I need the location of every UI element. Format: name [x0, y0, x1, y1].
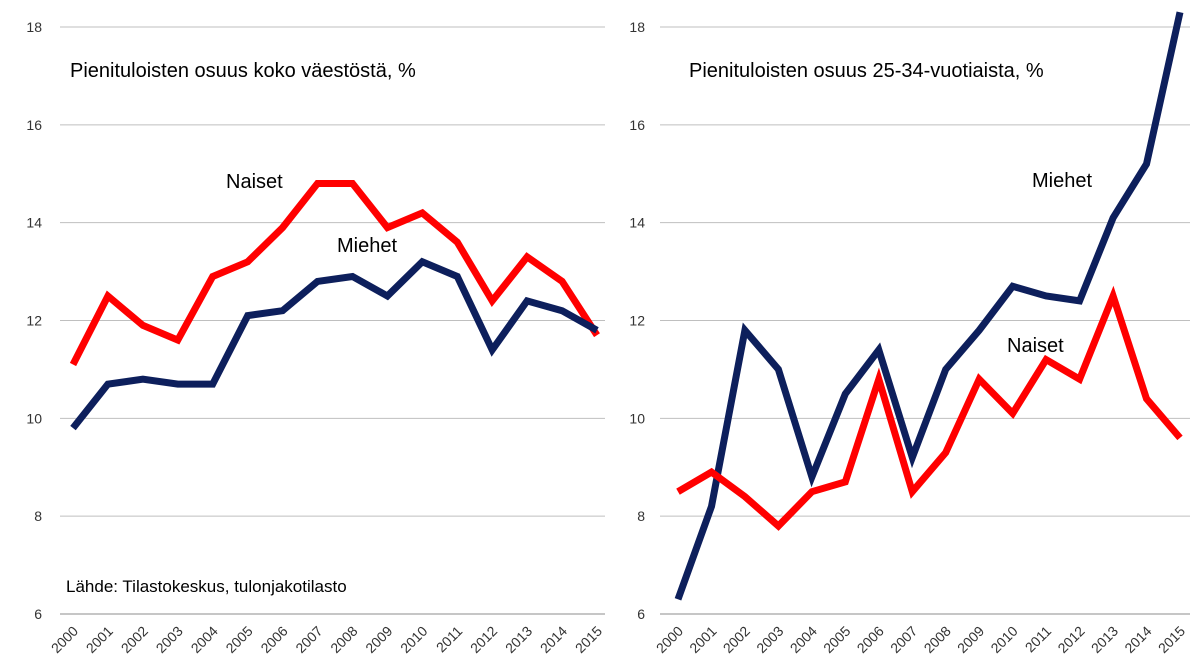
y-tick-label: 18	[26, 19, 42, 35]
series-line-naiset	[69, 180, 600, 367]
x-tick-label: 2007	[887, 623, 920, 656]
y-tick-label: 8	[637, 508, 645, 524]
y-tick-label: 14	[629, 215, 645, 231]
x-tick-label: 2002	[118, 623, 151, 656]
x-tick-label: 2000	[653, 623, 686, 656]
y-tick-label: 8	[34, 508, 42, 524]
x-tick-label: 2006	[854, 623, 887, 656]
x-tick-label: 2003	[153, 623, 186, 656]
x-tick-label: 2010	[397, 623, 430, 656]
source-note: Lähde: Tilastokeskus, tulonjakotilasto	[66, 577, 347, 596]
y-tick-label: 12	[629, 313, 645, 329]
x-tick-label: 2015	[572, 623, 605, 656]
x-tick-label: 2012	[1054, 623, 1087, 656]
x-tick-label: 2007	[292, 623, 325, 656]
chart-title: Pienituloisten osuus koko väestöstä, %	[70, 60, 416, 82]
y-tick-label: 6	[34, 606, 42, 622]
x-tick-label: 2001	[686, 623, 719, 656]
chart-panel-right: 6 8 10 12 14 16 18 2000 2001 2002 2003 2004 2005 2006…	[629, 11, 1190, 656]
y-tick-label: 14	[26, 215, 42, 231]
y-tick-label: 10	[26, 410, 42, 426]
x-tick-label: 2015	[1155, 623, 1188, 656]
x-tick-label: 2010	[987, 623, 1020, 656]
x-tick-label: 2009	[362, 623, 395, 656]
series-label-miehet: Miehet	[337, 235, 397, 257]
y-tick-label: 12	[26, 313, 42, 329]
x-tick-label: 2001	[83, 623, 116, 656]
x-tick-label: 2012	[467, 623, 500, 656]
x-tick-label: 2014	[537, 623, 570, 656]
series-line-miehet	[674, 11, 1184, 601]
chart-panel-left: 6 8 10 12 14 16 18 2000 2001 2002 2003 2004 2005 2006…	[26, 19, 605, 656]
x-tick-label: 2014	[1121, 623, 1154, 656]
x-tick-label: 2004	[787, 623, 820, 656]
y-tick-label: 16	[629, 117, 645, 133]
x-tick-label: 2008	[327, 623, 360, 656]
x-tick-label: 2005	[820, 623, 853, 656]
x-tick-label: 2008	[921, 623, 954, 656]
x-tick-label: 2002	[720, 623, 753, 656]
series-label-naiset: Naiset	[1007, 335, 1064, 357]
chart-title: Pienituloisten osuus 25-34-vuotiaista, %	[689, 60, 1044, 82]
series-line-miehet	[70, 257, 599, 431]
x-tick-label: 2013	[1088, 623, 1121, 656]
x-tick-label: 2009	[954, 623, 987, 656]
y-tick-label: 10	[629, 410, 645, 426]
series-line-naiset	[676, 285, 1183, 531]
x-tick-label: 2013	[502, 623, 535, 656]
x-tick-label: 2006	[257, 623, 290, 656]
series-label-naiset: Naiset	[226, 171, 283, 193]
x-tick-label: 2005	[222, 623, 255, 656]
x-tick-label: 2003	[753, 623, 786, 656]
series-label-miehet: Miehet	[1032, 170, 1092, 192]
y-tick-label: 18	[629, 19, 645, 35]
x-tick-label: 2004	[188, 623, 221, 656]
x-tick-label: 2011	[433, 623, 466, 656]
y-tick-label: 16	[26, 117, 42, 133]
x-tick-label: 2000	[48, 623, 81, 656]
y-tick-label: 6	[637, 606, 645, 622]
x-tick-label: 2011	[1022, 623, 1055, 656]
